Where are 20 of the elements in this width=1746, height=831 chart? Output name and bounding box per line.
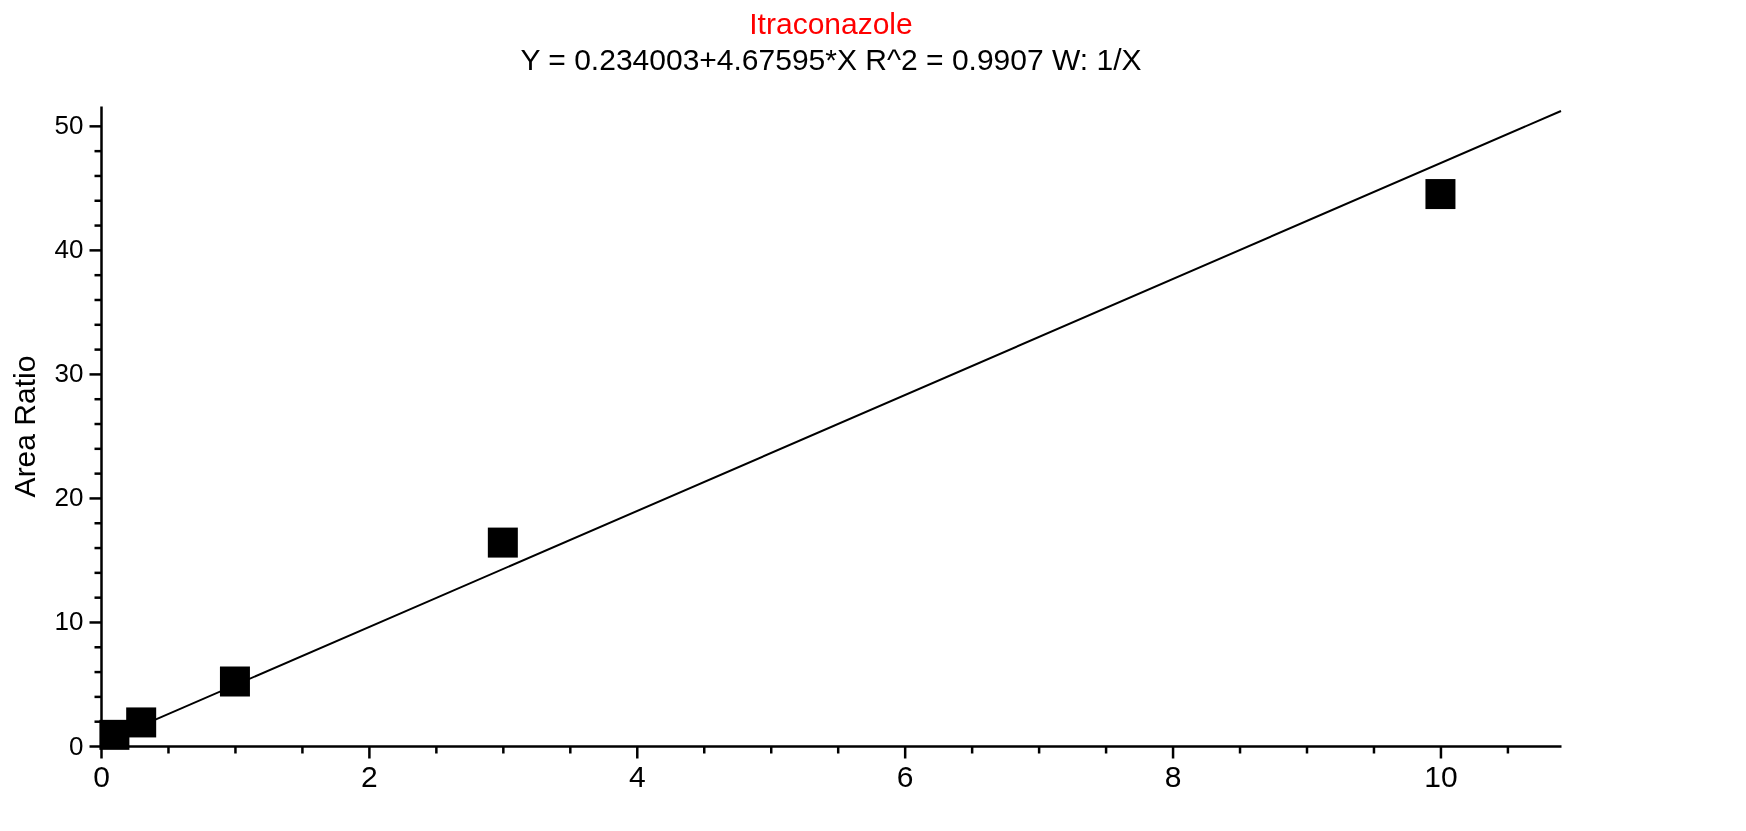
point	[219, 666, 250, 697]
y-tick-label: 50	[54, 110, 84, 141]
point	[1425, 179, 1456, 210]
y-tick-label: 0	[69, 730, 84, 761]
y-tick-label: 30	[54, 358, 84, 389]
x-tick-label: 4	[628, 759, 646, 793]
x-tick-label: 8	[1164, 759, 1182, 793]
x-tick-label: 10	[1424, 759, 1458, 793]
point	[487, 527, 518, 558]
chart-subtitle: Y = 0.234003+4.67595*X R^2 = 0.9907 W: 1/X	[520, 43, 1142, 76]
y-tick-label: 20	[54, 482, 84, 513]
y-tick-label: 10	[54, 606, 84, 637]
x-tick-label: 6	[896, 759, 914, 793]
y-axis-title: Area Ratio	[7, 355, 41, 498]
point	[99, 719, 130, 750]
chart-title: Itraconazole	[749, 7, 913, 40]
x-tick-label: 0	[93, 759, 110, 793]
y-tick-label: 40	[54, 234, 84, 265]
x-tick-label: 2	[361, 759, 378, 793]
point	[126, 707, 157, 738]
